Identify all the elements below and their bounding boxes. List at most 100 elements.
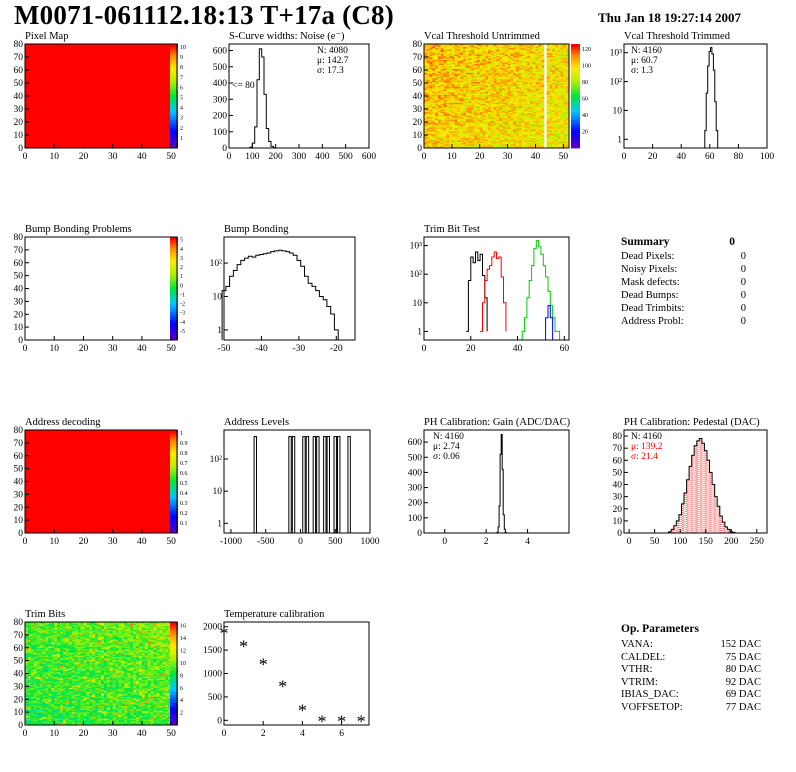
heatmap-cell [482, 97, 486, 99]
heatmap-cell [516, 79, 520, 81]
heatmap-cell [471, 106, 475, 108]
heatmap-cell [532, 138, 536, 141]
heatmap-cell [451, 67, 455, 69]
heatmap-cell [521, 88, 525, 90]
heatmap-cell [474, 120, 478, 123]
heatmap-cell [563, 84, 567, 86]
heatmap-cell [557, 47, 561, 50]
heatmap-cell [429, 88, 433, 90]
colorbar-tick-label: -3 [180, 311, 185, 317]
heatmap-cell [443, 98, 447, 101]
heatmap-cell [507, 124, 511, 127]
heatmap-cell [479, 46, 483, 49]
heatmap-cell [538, 101, 542, 103]
heatmap-cell [479, 72, 483, 75]
heatmap-cell [490, 135, 495, 137]
heatmap-cell [30, 627, 35, 629]
heatmap-cell [499, 124, 503, 127]
heatmap-cell [563, 98, 567, 101]
heatmap-cell [443, 137, 447, 140]
heatmap-cell [429, 73, 433, 76]
heatmap-cell [474, 98, 478, 101]
heatmap-cell [443, 97, 447, 99]
heatmap-cell [482, 107, 486, 110]
heatmap-cell [529, 144, 534, 146]
heatmap-cell [521, 107, 525, 110]
heatmap-cell [426, 132, 430, 134]
heatmap-cell [25, 652, 29, 655]
heatmap-cell [25, 663, 29, 665]
heatmap-cell [27, 705, 32, 708]
heatmap-cell [424, 71, 428, 73]
heatmap-cell [479, 127, 483, 129]
heatmap-cell [471, 72, 475, 75]
heatmap-cell [518, 110, 522, 112]
heatmap-cell [465, 57, 469, 59]
heatmap-cell [496, 99, 500, 102]
heatmap-cell [468, 110, 472, 112]
heatmap-cell [457, 106, 461, 108]
heatmap-cell [25, 634, 29, 637]
heatmap-cell [488, 145, 492, 147]
heatmap-cell [33, 721, 37, 723]
heatmap-cell [426, 86, 430, 89]
heatmap-cell [482, 92, 486, 94]
heatmap-cell [529, 71, 534, 73]
heatmap-cell [33, 645, 37, 647]
heatmap-cell [474, 109, 478, 111]
heatmap-cell [457, 45, 461, 47]
heatmap-cell [482, 45, 486, 47]
heatmap-cell [535, 90, 539, 93]
heatmap-cell [451, 101, 455, 103]
heatmap-cell [563, 58, 567, 60]
heatmap-cell [513, 51, 517, 54]
heatmap-cell [552, 133, 556, 136]
heatmap-cell [465, 72, 469, 75]
heatmap-cell [493, 109, 497, 111]
heatmap-cell [25, 719, 29, 722]
heatmap-cell [513, 44, 517, 46]
heatmap-cell [468, 101, 472, 103]
heatmap-cell [546, 111, 550, 114]
heatmap-cell [502, 132, 506, 134]
heatmap-cell [454, 136, 458, 138]
heatmap-cell [27, 628, 32, 631]
heatmap-cell [563, 101, 567, 103]
heatmap-cell [516, 90, 520, 93]
heatmap-cell [426, 120, 430, 123]
heatmap-cell [513, 90, 517, 93]
heatmap-cell [435, 70, 439, 72]
x-tick-label: 0 [23, 152, 28, 162]
heatmap-cell [535, 60, 539, 63]
heatmap-cell [529, 77, 534, 80]
x-tick-label: 100 [245, 152, 260, 162]
heatmap-cell [493, 88, 497, 90]
x-tick-label: 50 [650, 537, 660, 547]
heatmap-cell [27, 624, 32, 627]
heatmap-cell [468, 44, 472, 46]
heatmap-cell [499, 60, 503, 63]
heatmap-cell [566, 72, 570, 75]
heatmap-cell [437, 67, 442, 69]
heatmap-cell [490, 68, 495, 71]
heatmap-cell [457, 111, 461, 114]
heatmap-cell [490, 45, 495, 47]
heatmap-cell [485, 107, 489, 110]
heatmap-cell [493, 72, 497, 75]
heatmap-cell [479, 44, 483, 46]
heatmap-cell [490, 66, 495, 68]
heatmap-cell [493, 83, 497, 85]
heatmap-cell [474, 128, 478, 131]
heatmap-cell [502, 66, 506, 68]
heatmap-cell [549, 75, 553, 77]
colorbar-segment [170, 473, 178, 477]
heatmap-cell [499, 90, 503, 93]
heatmap-cell [532, 75, 536, 77]
colorbar-tick-label: 0.5 [180, 481, 188, 487]
heatmap-cell [488, 99, 492, 102]
heatmap-cell [437, 70, 442, 72]
heatmap-cell [527, 45, 531, 47]
heatmap-cell [557, 67, 561, 69]
heatmap-cell [474, 119, 478, 121]
heatmap-cell [33, 719, 37, 722]
